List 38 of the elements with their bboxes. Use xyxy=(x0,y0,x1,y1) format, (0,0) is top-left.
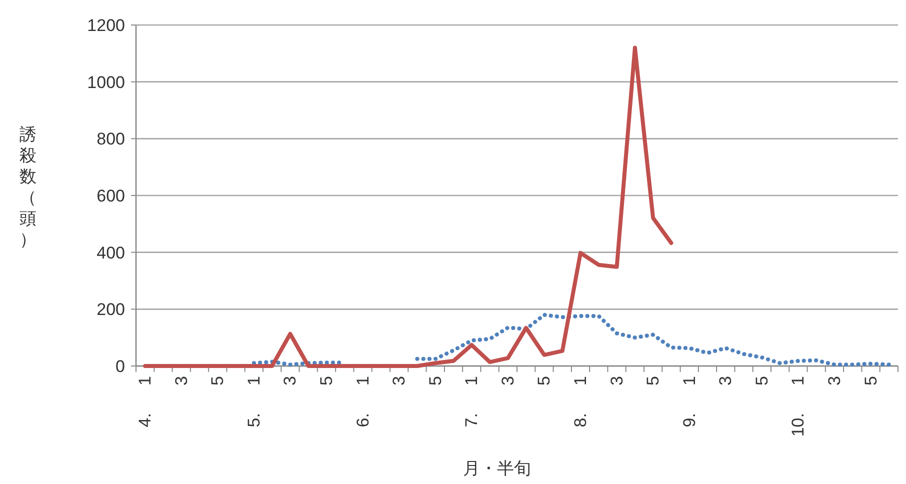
x-tick-label: 3 xyxy=(172,376,191,386)
text: 7. xyxy=(462,413,482,428)
x-tick-label: 3 xyxy=(390,376,409,386)
x-tick-label: 1 xyxy=(244,376,264,386)
x-tick-label: 3 xyxy=(280,376,300,386)
x-tick-label: 1 xyxy=(788,376,808,386)
x-tick-label: 3 xyxy=(607,376,626,386)
x-tick-label: 5 xyxy=(317,376,336,386)
x-tick-label: 3 xyxy=(716,376,736,386)
x-tick-label: 5 xyxy=(426,376,445,386)
x-tick-label: 5 xyxy=(752,376,772,386)
x-tick-label: 5 xyxy=(861,376,880,386)
y-axis-title: 誘殺数（頭） xyxy=(20,125,36,249)
text: 9. xyxy=(680,413,699,428)
x-tick-label: 5 xyxy=(534,376,554,386)
x-axis-title: 月・半旬 xyxy=(463,459,531,478)
x-tick-label: 1 xyxy=(462,376,482,386)
x-tick-label: 1 xyxy=(353,376,372,386)
y-tick-label: 1200 xyxy=(87,16,125,35)
x-tick-label: 5 xyxy=(644,376,663,386)
text: 5. xyxy=(244,413,264,428)
y-tick-label: 0 xyxy=(116,357,125,376)
y-tick-label: 400 xyxy=(96,243,125,262)
text: 6. xyxy=(353,413,372,428)
x-tick-label: 1 xyxy=(136,376,155,386)
x-tick-label: 5 xyxy=(208,376,228,386)
x-tick-label: 1 xyxy=(571,376,590,386)
y-tick-label: 600 xyxy=(96,186,125,206)
y-tick-label: 1000 xyxy=(87,72,125,92)
x-tick-label: 3 xyxy=(498,376,518,386)
line-series xyxy=(143,46,674,368)
y-tick-label: 200 xyxy=(96,300,125,320)
x-tick-label: 1 xyxy=(680,376,699,386)
text: 4. xyxy=(136,413,155,428)
text: 8. xyxy=(571,413,590,428)
x-tick-label: 3 xyxy=(825,376,844,386)
y-tick-label: 800 xyxy=(96,130,125,149)
text: 10. xyxy=(788,413,808,437)
